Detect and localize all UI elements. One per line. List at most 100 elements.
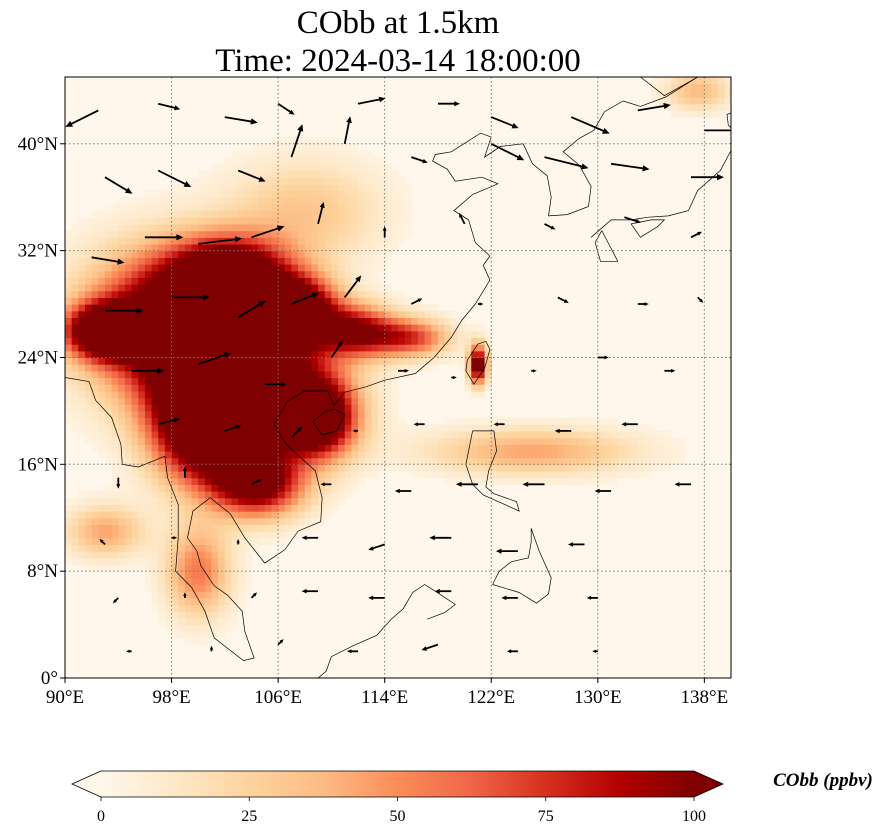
field-cell (291, 424, 299, 432)
field-cell (71, 424, 79, 432)
colorbar-extend-left (72, 771, 101, 797)
field-cell (164, 284, 173, 292)
field-cell (497, 477, 506, 485)
field-cell (324, 377, 332, 385)
field-cell (158, 324, 166, 332)
field-cell (324, 217, 332, 225)
field-cell (697, 110, 705, 118)
field-cell (251, 504, 259, 512)
coastline (640, 77, 698, 97)
field-cell (278, 410, 286, 419)
field-cell (584, 477, 592, 485)
field-cell (198, 491, 206, 499)
field-cell (537, 450, 546, 459)
wind-arrow-head (581, 163, 589, 170)
field-cell (244, 444, 253, 452)
field-cell (171, 397, 179, 405)
field-cell (264, 390, 273, 399)
field-cell (158, 437, 166, 445)
field-cell (324, 183, 332, 192)
field-cell (291, 397, 299, 405)
field-cell (444, 477, 452, 485)
field-cell (351, 203, 359, 212)
field-cell (291, 263, 299, 272)
field-cell (144, 531, 153, 539)
field-cell (98, 397, 106, 405)
wind-arrow-head (319, 201, 325, 209)
field-cell (71, 243, 79, 252)
wind-arrow-head (347, 649, 352, 654)
field-cell (118, 230, 126, 238)
field-cell (291, 237, 299, 245)
field-cell (324, 223, 332, 232)
field-cell (251, 170, 259, 178)
field-cell (244, 470, 253, 479)
field-cell (298, 430, 306, 439)
field-cell (138, 457, 146, 465)
field-cell (477, 437, 486, 445)
field-cell (158, 277, 166, 285)
field-cell (551, 430, 559, 439)
wind-arrow (624, 216, 641, 224)
field-cell (244, 197, 253, 205)
wind-arrow-shaft (291, 293, 316, 305)
field-cell (98, 350, 106, 359)
field-cell (298, 310, 306, 318)
field-cell (171, 450, 179, 459)
field-cell (491, 417, 499, 425)
field-cell (264, 531, 273, 539)
field-cell (364, 404, 372, 412)
field-cell (104, 270, 113, 278)
field-cell (371, 397, 379, 405)
field-cell (78, 263, 86, 272)
field-cell (291, 410, 299, 419)
field-cell (78, 524, 86, 532)
field-cell (351, 210, 359, 218)
field-cell (231, 357, 239, 365)
field-cell (324, 150, 332, 158)
field-cell (298, 183, 306, 192)
field-cell (318, 210, 326, 218)
field-cell (65, 230, 73, 238)
field-cell (284, 290, 293, 298)
field-cell (504, 464, 512, 472)
field-cell (158, 350, 166, 359)
field-cell (424, 430, 432, 439)
field-cell (451, 337, 459, 345)
field-cell (198, 437, 206, 445)
field-cell (304, 290, 313, 298)
field-cell (191, 237, 199, 245)
field-cell (517, 477, 526, 485)
field-cell (184, 437, 193, 445)
wind-arrow-head (368, 595, 374, 601)
field-cell (138, 537, 146, 546)
field-cell (278, 230, 286, 238)
field-cell (224, 377, 233, 385)
field-cell (191, 464, 199, 472)
field-cell (531, 424, 539, 432)
field-cell (118, 544, 126, 552)
field-cell (331, 317, 339, 325)
field-cell (204, 304, 213, 312)
field-cell (78, 270, 86, 278)
field-cell (211, 631, 219, 639)
field-cell (178, 250, 186, 258)
field-cell (198, 377, 206, 385)
field-cell (144, 217, 153, 225)
field-cell (417, 330, 426, 339)
field-cell (344, 344, 352, 352)
wind-arrow-head (455, 481, 462, 487)
field-cell (144, 290, 153, 298)
field-cell (231, 284, 239, 292)
field-cell (238, 571, 246, 579)
field-cell (211, 217, 219, 225)
field-cell (331, 444, 339, 452)
field-cell (577, 424, 586, 432)
field-cell (204, 237, 213, 245)
field-cell (664, 77, 672, 85)
field-cell (104, 564, 113, 572)
field-cell (318, 404, 326, 412)
field-cell (124, 350, 133, 359)
field-cell (338, 437, 346, 445)
field-cell (198, 557, 206, 566)
